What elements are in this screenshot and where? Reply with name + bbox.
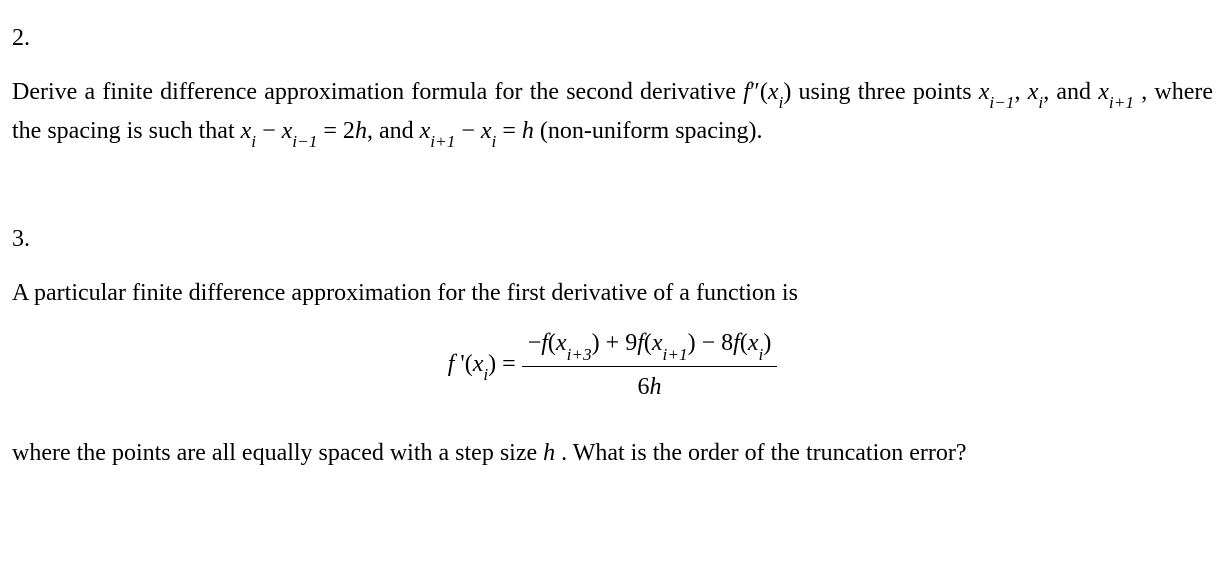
- q2-eq2-eq: =: [496, 118, 522, 144]
- q3-num-minus8: − 8: [696, 330, 734, 356]
- q3-closing-b: . What is the order of the truncation er…: [555, 440, 966, 466]
- q2-eq2: xi+1 − xi = h: [420, 118, 534, 144]
- q2-eq1-x2-x: x: [282, 118, 293, 144]
- q2-eq2-h: h: [522, 118, 534, 144]
- q3-num-f3-f: f: [733, 330, 740, 356]
- q2-x-i: xi: [1028, 79, 1043, 105]
- q2-fpp-prime: ″: [750, 79, 760, 105]
- q2-eq1-h: h: [355, 118, 367, 144]
- q2-fpp-x: x: [768, 79, 779, 105]
- q3-intro: A particular finite difference approxima…: [12, 275, 1213, 311]
- q2-eq2-x2-x: x: [481, 118, 492, 144]
- q3-closing: where the points are all equally spaced …: [12, 435, 1213, 471]
- q3-num-f1-sub: i+3: [567, 345, 592, 364]
- q3-number: 3.: [12, 221, 1213, 257]
- q2-x-ip1-sub: i+1: [1109, 93, 1134, 112]
- q3-num-f1-open: (: [548, 330, 556, 356]
- q2-eq1-minus: −: [256, 118, 282, 144]
- q2-text-2: using three points: [791, 79, 978, 105]
- q3-num-f3-x: x: [748, 330, 759, 356]
- q2-paragraph: Derive a finite difference approximation…: [12, 74, 1213, 151]
- q2-eq1-x2-sub: i−1: [292, 132, 317, 151]
- q2-x-im1-x: x: [979, 79, 990, 105]
- q3-formula-inline: f '(xi) = −f(xi+3) + 9f(xi+1) − 8f(xi) 6…: [448, 351, 778, 377]
- q2-eq1-x1-sub: i: [251, 132, 256, 151]
- q3-lhs-i: i: [483, 365, 488, 384]
- q2-eq2-minus: −: [455, 118, 481, 144]
- q3-fraction: −f(xi+3) + 9f(xi+1) − 8f(xi) 6h: [522, 325, 778, 405]
- q2-x-ip1: xi+1: [1098, 79, 1134, 105]
- q3-num-f2-sub: i+1: [663, 345, 688, 364]
- q3-num-f2-open: (: [644, 330, 652, 356]
- q3-denominator: 6h: [522, 367, 778, 405]
- q2-x-i-sub: i: [1038, 93, 1043, 112]
- q3-num-f1-f: f: [541, 330, 548, 356]
- q3-num-f3-sub: i: [759, 345, 764, 364]
- q3-num-plus9: + 9: [600, 330, 638, 356]
- q3-lhs-x: x: [473, 351, 484, 377]
- q2-text-1: Derive a finite difference approximation…: [12, 79, 743, 105]
- q3-numerator: −f(xi+3) + 9f(xi+1) − 8f(xi): [522, 325, 778, 367]
- q3-lhs-open: (: [465, 351, 473, 377]
- q2-comma2: ,: [1043, 79, 1056, 105]
- q3-closing-a: where the points are all equally spaced …: [12, 440, 543, 466]
- q2-comma1: ,: [1015, 79, 1028, 105]
- q3-num-f2-x: x: [652, 330, 663, 356]
- q2-eq2-x2-sub: i: [492, 132, 497, 151]
- q3-num-f3-open: (: [740, 330, 748, 356]
- q2-fpp-open: (: [760, 79, 768, 105]
- q3-lhs-close: ) =: [488, 351, 522, 377]
- q3-num-minus: −: [528, 330, 542, 356]
- q2-text-4: (non-uniform spacing).: [534, 118, 763, 144]
- q2-x-im1: xi−1: [979, 79, 1015, 105]
- q2-commaand: , and: [367, 118, 420, 144]
- q2-x-im1-sub: i−1: [989, 93, 1014, 112]
- q2-fpp: f″(xi): [743, 79, 791, 105]
- q3-num-f2-f: f: [637, 330, 644, 356]
- q2-x-ip1-x: x: [1098, 79, 1109, 105]
- q2-x-i-x: x: [1028, 79, 1039, 105]
- q2-eq2-x1-x: x: [420, 118, 431, 144]
- q2-number: 2.: [12, 20, 1213, 56]
- q3-formula: f '(xi) = −f(xi+3) + 9f(xi+1) − 8f(xi) 6…: [12, 325, 1213, 405]
- q3-num-f1-x: x: [556, 330, 567, 356]
- q3-lhs-prime: ': [454, 351, 464, 377]
- q2-and1: and: [1056, 79, 1098, 105]
- q2-eq1-eq: = 2: [317, 118, 355, 144]
- page: 2. Derive a finite difference approximat…: [0, 0, 1225, 483]
- q3-num-f2-close: ): [688, 330, 696, 356]
- q2-eq2-x1-sub: i+1: [430, 132, 455, 151]
- q3-num-f1-close: ): [592, 330, 600, 356]
- q3-den-6: 6: [638, 374, 650, 400]
- q3-num-f3-close: ): [763, 330, 771, 356]
- q3-closing-h: h: [543, 440, 555, 466]
- q2-fpp-f: f: [743, 79, 750, 105]
- q3-den-h: h: [650, 374, 662, 400]
- q2-eq1: xi − xi−1 = 2h: [241, 118, 367, 144]
- q2-eq1-x1-x: x: [241, 118, 252, 144]
- q2-fpp-i: i: [779, 93, 784, 112]
